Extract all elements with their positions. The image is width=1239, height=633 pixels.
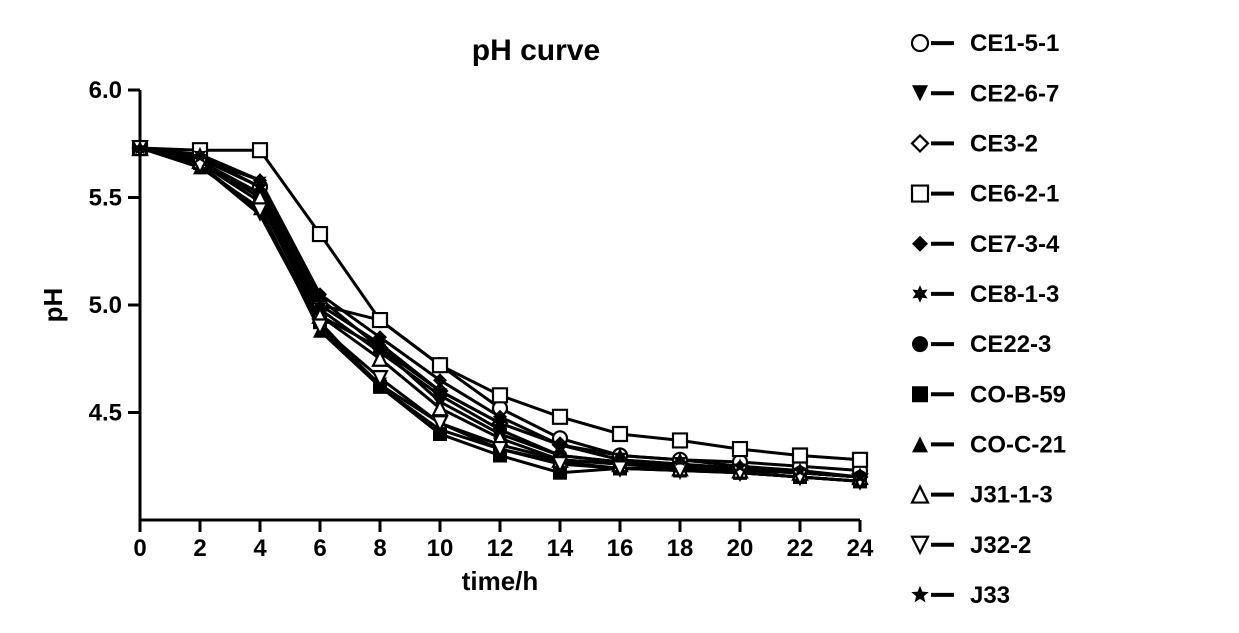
chart-container: pH curve0246810121416182022244.55.05.56.… xyxy=(0,0,1239,633)
x-tick-label: 2 xyxy=(193,535,206,562)
legend-label: CE22-3 xyxy=(970,331,1051,358)
chart-title: pH curve xyxy=(472,34,600,67)
legend-label: CO-B-59 xyxy=(970,381,1066,408)
x-tick-label: 6 xyxy=(313,535,326,562)
y-tick-label: 4.5 xyxy=(89,400,122,427)
x-tick-label: 4 xyxy=(253,535,267,562)
x-axis-label: time/h xyxy=(462,566,539,596)
legend-label: CE3-2 xyxy=(970,130,1038,157)
chart-svg: pH curve0246810121416182022244.55.05.56.… xyxy=(0,0,1239,633)
x-tick-label: 8 xyxy=(373,535,386,562)
x-tick-label: 16 xyxy=(607,535,634,562)
legend-label: CO-C-21 xyxy=(970,431,1066,458)
x-tick-label: 12 xyxy=(487,535,514,562)
legend-label: J33 xyxy=(970,582,1010,609)
legend-label: J31-1-3 xyxy=(970,482,1053,509)
legend-label: CE1-5-1 xyxy=(970,30,1059,57)
legend-label: CE8-1-3 xyxy=(970,281,1059,308)
legend-label: CE6-2-1 xyxy=(970,181,1059,208)
x-tick-label: 0 xyxy=(133,535,146,562)
y-axis-label: pH xyxy=(38,288,68,323)
x-tick-label: 10 xyxy=(427,535,454,562)
x-tick-label: 14 xyxy=(547,535,574,562)
legend-label: CE2-6-7 xyxy=(970,80,1059,107)
y-tick-label: 5.0 xyxy=(89,292,122,319)
x-tick-label: 22 xyxy=(787,535,814,562)
y-tick-label: 6.0 xyxy=(89,77,122,104)
y-tick-label: 5.5 xyxy=(89,185,122,212)
x-tick-label: 20 xyxy=(727,535,754,562)
x-tick-label: 24 xyxy=(847,535,874,562)
legend-label: CE7-3-4 xyxy=(970,231,1060,258)
legend-label: J32-2 xyxy=(970,532,1031,559)
x-tick-label: 18 xyxy=(667,535,694,562)
